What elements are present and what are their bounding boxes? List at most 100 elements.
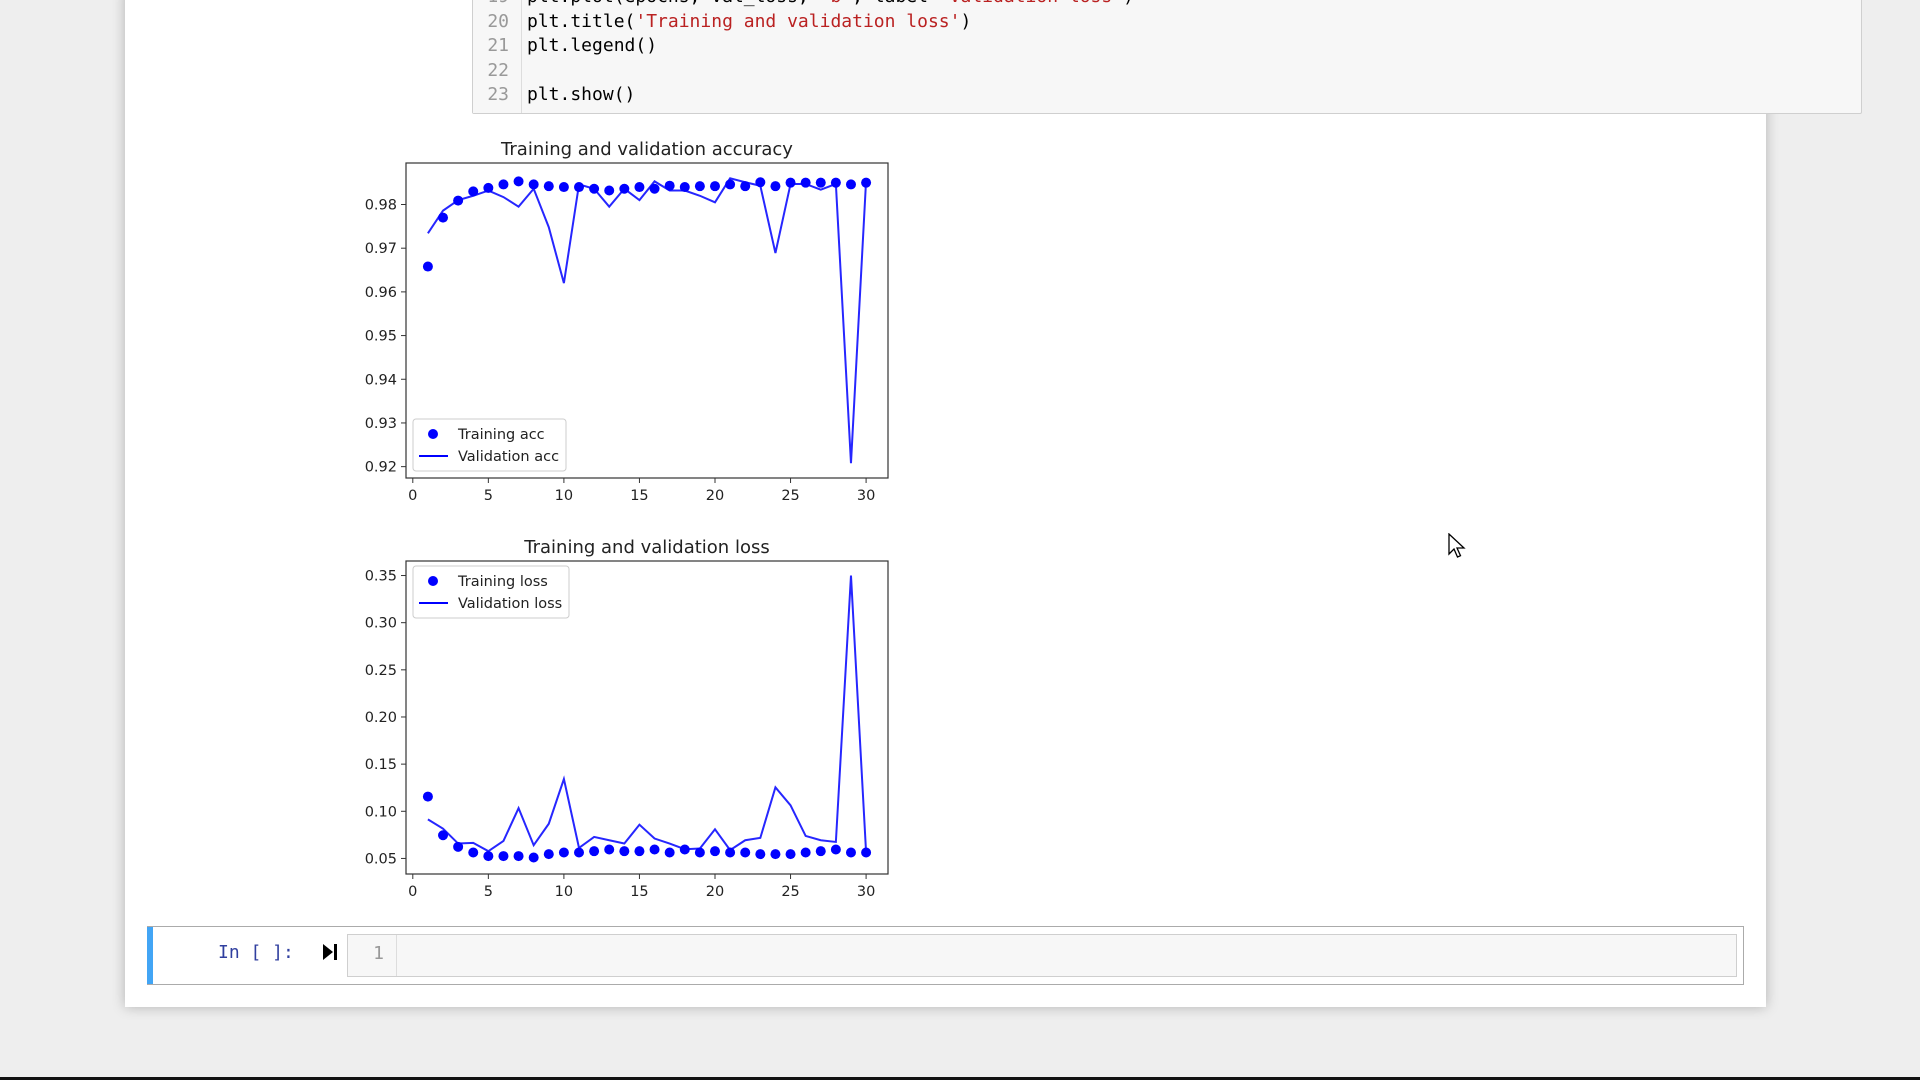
x-tick-label: 20: [706, 488, 724, 504]
x-tick-label: 5: [484, 884, 493, 900]
x-tick-label: 25: [781, 884, 799, 900]
data-point: [498, 179, 509, 190]
chart-title: Training and validation accuracy: [500, 139, 793, 160]
line-number: 23: [487, 84, 509, 105]
legend-label: Training loss: [457, 574, 548, 590]
data-point: [513, 851, 524, 862]
line-number-gutter: [348, 935, 397, 976]
data-point: [438, 830, 449, 841]
data-point: [709, 181, 720, 192]
y-tick-label: 0.30: [365, 616, 397, 632]
x-tick-label: 5: [484, 488, 493, 504]
y-tick-label: 0.35: [365, 569, 397, 585]
y-tick-label: 0.93: [365, 416, 397, 432]
empty-code-cell[interactable]: [147, 926, 1744, 985]
data-point: [543, 849, 554, 860]
x-tick-label: 30: [857, 884, 875, 900]
data-point: [649, 844, 660, 855]
data-point: [740, 847, 751, 858]
line-number: 1: [373, 943, 384, 964]
data-point: [528, 852, 539, 863]
x-tick-label: 15: [630, 884, 648, 900]
loss-chart: Training and validation loss 0 5 10 15 20 25 30…: [365, 537, 889, 900]
data-point: [709, 846, 720, 857]
code-text: plt.title('Training and validation loss'…: [527, 10, 972, 32]
mouse-cursor-icon: [1448, 533, 1466, 558]
y-tick-label: 0.95: [365, 329, 397, 345]
legend-label: Validation acc: [458, 449, 559, 465]
empty-cell-input[interactable]: 1: [347, 934, 1737, 977]
data-point: [513, 176, 524, 187]
y-tick-label: 0.25: [365, 663, 397, 679]
x-tick-label: 10: [555, 884, 573, 900]
y-tick-label: 0.05: [365, 851, 397, 867]
data-point: [785, 177, 796, 188]
data-point: [634, 182, 645, 193]
x-tick-label: 25: [781, 488, 799, 504]
screen-bottom-border: [0, 1077, 1920, 1080]
legend-box: [412, 418, 567, 472]
data-point: [770, 849, 781, 860]
data-point: [483, 851, 494, 862]
code-text: plt.show(): [527, 84, 636, 105]
data-point: [755, 849, 766, 860]
legend-label: Training acc: [457, 427, 545, 443]
data-point: [558, 847, 569, 858]
y-tick-label: 0.98: [365, 198, 397, 214]
line-number: 20: [487, 10, 509, 32]
y-tick-label: 0.94: [365, 372, 397, 388]
x-tick-label: 20: [706, 884, 724, 900]
code-text: plt.plot(epochs, val_loss, 'b', label='V…: [527, 0, 1134, 9]
data-point: [725, 847, 736, 858]
notebook-panel: 19 plt.plot(epochs, val_loss, 'b', label=…: [125, 0, 1862, 1007]
data-point: [634, 846, 645, 857]
code-text: plt.legend(): [527, 35, 658, 56]
x-tick-label: 0: [408, 488, 417, 504]
data-point: [664, 847, 675, 858]
x-tick-label: 30: [857, 488, 875, 504]
data-point: [649, 183, 660, 194]
data-point: [815, 177, 826, 188]
series-line-validation-acc: [427, 177, 868, 464]
data-point: [468, 847, 479, 858]
y-tick-label: 0.97: [365, 241, 397, 257]
data-point: [694, 847, 705, 858]
data-point: [422, 791, 433, 802]
data-point: [543, 181, 554, 192]
data-point: [604, 844, 615, 855]
code-cell-input[interactable]: 19 plt.plot(epochs, val_loss, 'b', label=…: [472, 0, 1862, 114]
line-number: 22: [487, 59, 509, 81]
data-point: [604, 185, 615, 196]
y-tick-label: 0.92: [365, 460, 397, 476]
data-point: [845, 847, 856, 858]
legend-box: [412, 565, 570, 619]
legend-marker-dot: [428, 429, 438, 439]
data-point: [498, 851, 509, 862]
data-point: [574, 847, 585, 858]
data-point: [619, 846, 630, 857]
line-number: 19: [473, 0, 509, 9]
cell-prompt: In [ ]:: [218, 942, 294, 963]
run-cell-icon[interactable]: [322, 943, 338, 961]
y-tick-label: 0.15: [365, 757, 397, 773]
data-point: [558, 182, 569, 193]
legend-label: Validation loss: [458, 596, 562, 612]
x-tick-label: 0: [408, 884, 417, 900]
data-point: [589, 846, 600, 857]
data-point: [770, 181, 781, 192]
y-tick-label: 0.20: [365, 710, 397, 726]
data-point: [785, 849, 796, 860]
data-point: [800, 847, 811, 858]
x-tick-label: 10: [555, 488, 573, 504]
data-point: [830, 844, 841, 855]
chart-title: Training and validation loss: [523, 537, 769, 558]
data-point: [528, 179, 539, 190]
line-number: 21: [487, 35, 509, 56]
y-tick-label: 0.10: [365, 804, 397, 820]
legend-marker-dot: [428, 576, 438, 586]
selected-cell-indicator: [147, 926, 153, 985]
data-point: [815, 846, 826, 857]
accuracy-chart: Training and validation accuracy 0 5 10 15 20…: [365, 139, 889, 504]
series-line-validation-loss: [427, 575, 868, 853]
data-point: [845, 179, 856, 190]
